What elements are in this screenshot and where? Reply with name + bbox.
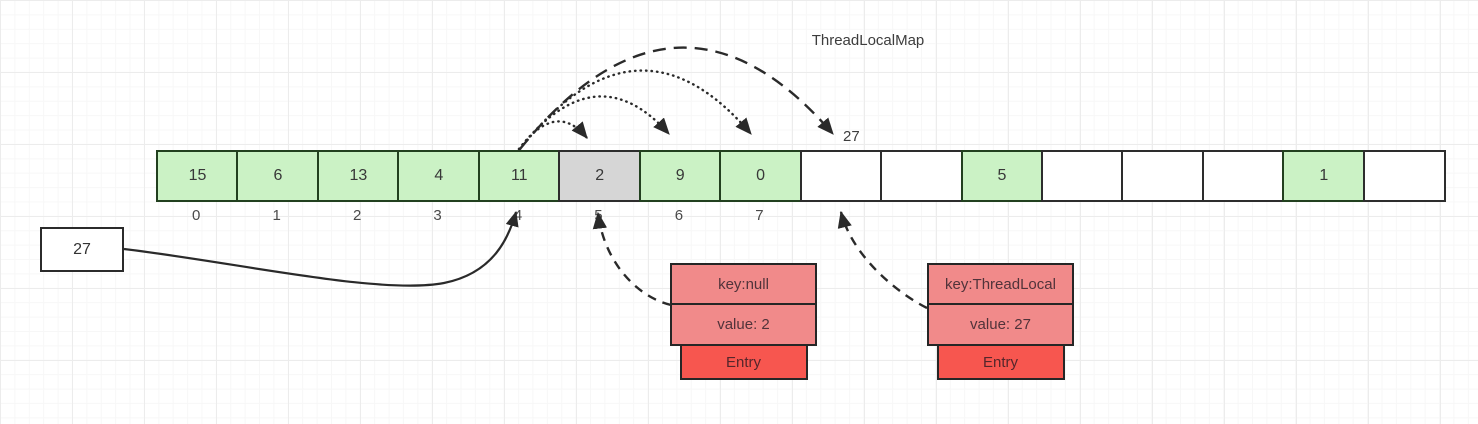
insert-value-label: 27 (73, 240, 91, 258)
array-cell-6: 9 (638, 150, 722, 202)
array-cell-13 (1201, 150, 1285, 202)
entry-key-label: key:ThreadLocal (945, 275, 1056, 293)
entry-threadlocal-pointer-arrow (837, 210, 928, 310)
array-index-label-4: 4 (513, 207, 523, 224)
entry-key-row: key:null (670, 263, 817, 305)
insert-value-box: 27 (40, 227, 124, 272)
entry-footer: Entry (936, 344, 1065, 380)
array-cell-15 (1362, 150, 1446, 202)
diagram-title: ThreadLocalMap (811, 32, 925, 49)
array-cell-11 (1040, 150, 1124, 202)
entry-card-null: key:null value: 2 Entry (670, 263, 817, 380)
array-cell-2: 13 (316, 150, 400, 202)
entry-footer-label: Entry (725, 353, 761, 371)
array-index-label-7: 7 (755, 207, 764, 224)
probe-arc-3 (518, 69, 753, 151)
array-cell-0: 15 (156, 150, 239, 202)
array-index-label-5: 5 (594, 207, 603, 224)
array-cell-14: 1 (1282, 150, 1366, 202)
probe-arc-final (519, 46, 834, 150)
entry-card-threadlocal: key:ThreadLocal value: 27 Entry (927, 263, 1074, 380)
array-index-label-3: 3 (433, 207, 442, 224)
array-index-label-6: 6 (674, 207, 684, 224)
array-cell-12 (1121, 150, 1205, 202)
probe-result-label: 27 (843, 128, 860, 145)
array-cell-1: 6 (236, 150, 320, 202)
entry-footer-label: Entry (982, 353, 1018, 371)
array-index-label-0: 0 (192, 207, 201, 224)
entry-key-label: key:null (718, 275, 769, 293)
array-cell-8 (799, 150, 883, 202)
array-index-label-2: 2 (352, 207, 362, 224)
entry-footer: Entry (679, 344, 808, 380)
array-cell-10: 5 (960, 150, 1044, 202)
entry-value-label: value: 2 (717, 316, 770, 333)
array-cell-5: 2 (558, 150, 642, 202)
array-index-label-1: 1 (272, 207, 281, 224)
entry-value-row: value: 27 (927, 303, 1074, 346)
entry-value-label: value: 27 (970, 316, 1031, 333)
entry-key-row: key:ThreadLocal (927, 263, 1074, 305)
probe-arc-2 (517, 95, 671, 151)
array-cell-4: 11 (477, 150, 561, 202)
probe-arc-1 (517, 120, 589, 151)
array-cell-7: 0 (719, 150, 803, 202)
entry-value-row: value: 2 (670, 303, 817, 346)
array-cell-3: 4 (397, 150, 481, 202)
array-cell-9 (880, 150, 963, 202)
